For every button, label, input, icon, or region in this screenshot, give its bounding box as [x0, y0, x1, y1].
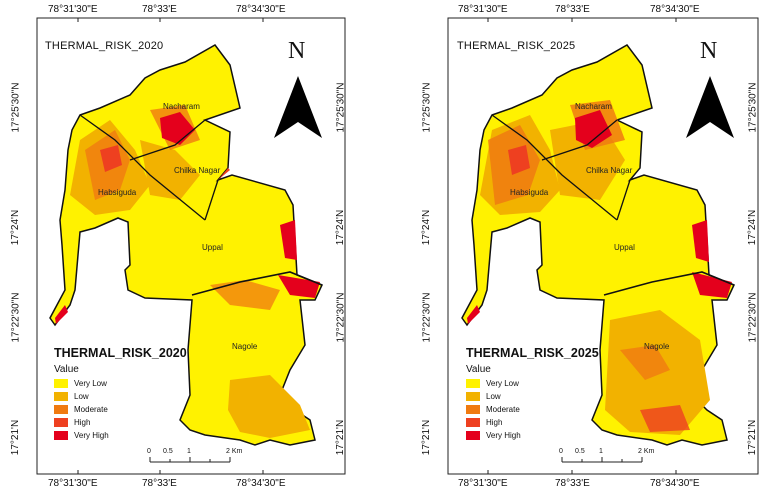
- legend-label: Very High: [74, 431, 109, 440]
- legend-label: Low: [486, 392, 501, 401]
- lat-label-right-4: 17°21'N: [335, 420, 346, 455]
- lon-label-top-2: 78°33'E: [142, 4, 177, 15]
- lat-label-right-1: 17°25'30"N: [336, 82, 347, 132]
- lat-label-left-3: 17°22'30"N: [11, 292, 22, 342]
- scale-tick-1: 1: [187, 448, 191, 455]
- legend-subtitle: Value: [54, 364, 79, 375]
- lat-label-left-2: 17°24'N: [421, 210, 432, 245]
- lon-label-bottom-3: 78°34'30"E: [236, 478, 286, 489]
- lat-label-left-1: 17°25'30"N: [11, 82, 22, 132]
- area-label-chilka-nagar: Chilka Nagar: [174, 166, 220, 175]
- legend-item-very-high: Very High: [466, 429, 521, 441]
- area-label-nagole: Nagole: [644, 342, 669, 351]
- lon-label-top-1: 78°31'30"E: [458, 4, 508, 15]
- area-label-nacharam: Nacharam: [575, 102, 612, 111]
- legend-swatch: [54, 418, 68, 427]
- lon-label-bottom-1: 78°31'30"E: [48, 478, 98, 489]
- scale-tick-0: 0: [147, 448, 151, 455]
- legend-label: High: [74, 418, 90, 427]
- legend-swatch: [54, 392, 68, 401]
- legend-swatch: [466, 405, 480, 414]
- legend-title: THERMAL_RISK_2025: [466, 346, 599, 360]
- lat-label-right-3: 17°22'30"N: [336, 292, 347, 342]
- legend-item-very-high: Very High: [54, 429, 109, 441]
- lon-label-top-2: 78°33'E: [555, 4, 590, 15]
- lon-label-top-3: 78°34'30"E: [650, 4, 700, 15]
- lat-label-right-4: 17°21'N: [747, 420, 758, 455]
- lat-label-left-1: 17°25'30"N: [422, 82, 433, 132]
- north-label: N: [700, 38, 717, 65]
- lat-label-right-3: 17°22'30"N: [748, 292, 759, 342]
- north-label: N: [288, 38, 305, 65]
- area-label-habsiguda: Habsiguda: [510, 188, 548, 197]
- area-label-uppal: Uppal: [614, 243, 635, 252]
- lat-label-left-2: 17°24'N: [10, 210, 21, 245]
- legend-title: THERMAL_RISK_2020: [54, 346, 187, 360]
- legend-item-very-low: Very Low: [466, 377, 519, 389]
- scale-tick-2km: 2 Km: [638, 448, 654, 455]
- map-canvas-2025: [400, 0, 783, 497]
- map-title: THERMAL_RISK_2025: [457, 40, 575, 52]
- area-label-nacharam: Nacharam: [163, 102, 200, 111]
- legend-item-high: High: [466, 416, 502, 428]
- legend-item-high: High: [54, 416, 90, 428]
- area-label-chilka-nagar: Chilka Nagar: [586, 166, 632, 175]
- lat-label-left-4: 17°21'N: [421, 420, 432, 455]
- lat-label-left-3: 17°22'30"N: [422, 292, 433, 342]
- lat-label-right-1: 17°25'30"N: [748, 82, 759, 132]
- area-label-habsiguda: Habsiguda: [98, 188, 136, 197]
- lon-label-bottom-3: 78°34'30"E: [650, 478, 700, 489]
- lat-label-left-4: 17°21'N: [10, 420, 21, 455]
- legend-label: Very Low: [486, 379, 519, 388]
- legend-swatch: [54, 431, 68, 440]
- map-panel-2025: 78°31'30"E 78°33'E 78°34'30"E 78°31'30"E…: [400, 0, 783, 497]
- legend-item-very-low: Very Low: [54, 377, 107, 389]
- scale-tick-05: 0.5: [163, 448, 173, 455]
- legend-label: Low: [74, 392, 89, 401]
- legend-subtitle: Value: [466, 364, 491, 375]
- legend-item-moderate: Moderate: [466, 403, 520, 415]
- lon-label-bottom-1: 78°31'30"E: [458, 478, 508, 489]
- legend-swatch: [466, 418, 480, 427]
- legend-swatch: [54, 405, 68, 414]
- lon-label-top-3: 78°34'30"E: [236, 4, 286, 15]
- legend-swatch: [466, 431, 480, 440]
- legend-item-moderate: Moderate: [54, 403, 108, 415]
- lat-label-right-2: 17°24'N: [747, 210, 758, 245]
- legend-swatch: [466, 379, 480, 388]
- legend-item-low: Low: [466, 390, 501, 402]
- legend-swatch: [54, 379, 68, 388]
- lon-label-bottom-2: 78°33'E: [555, 478, 590, 489]
- legend-label: Moderate: [486, 405, 520, 414]
- lon-label-bottom-2: 78°33'E: [142, 478, 177, 489]
- legend-label: Very High: [486, 431, 521, 440]
- map-title: THERMAL_RISK_2020: [45, 40, 163, 52]
- scale-tick-2km: 2 Km: [226, 448, 242, 455]
- area-label-uppal: Uppal: [202, 243, 223, 252]
- legend-swatch: [466, 392, 480, 401]
- legend-label: Moderate: [74, 405, 108, 414]
- lat-label-right-2: 17°24'N: [335, 210, 346, 245]
- scale-tick-05: 0.5: [575, 448, 585, 455]
- legend-label: Very Low: [74, 379, 107, 388]
- map-panel-2020: 78°31'30"E 78°33'E 78°34'30"E 78°31'30"E…: [0, 0, 383, 497]
- lon-label-top-1: 78°31'30"E: [48, 4, 98, 15]
- scale-tick-1: 1: [599, 448, 603, 455]
- scale-tick-0: 0: [559, 448, 563, 455]
- legend-item-low: Low: [54, 390, 89, 402]
- legend-label: High: [486, 418, 502, 427]
- area-label-nagole: Nagole: [232, 342, 257, 351]
